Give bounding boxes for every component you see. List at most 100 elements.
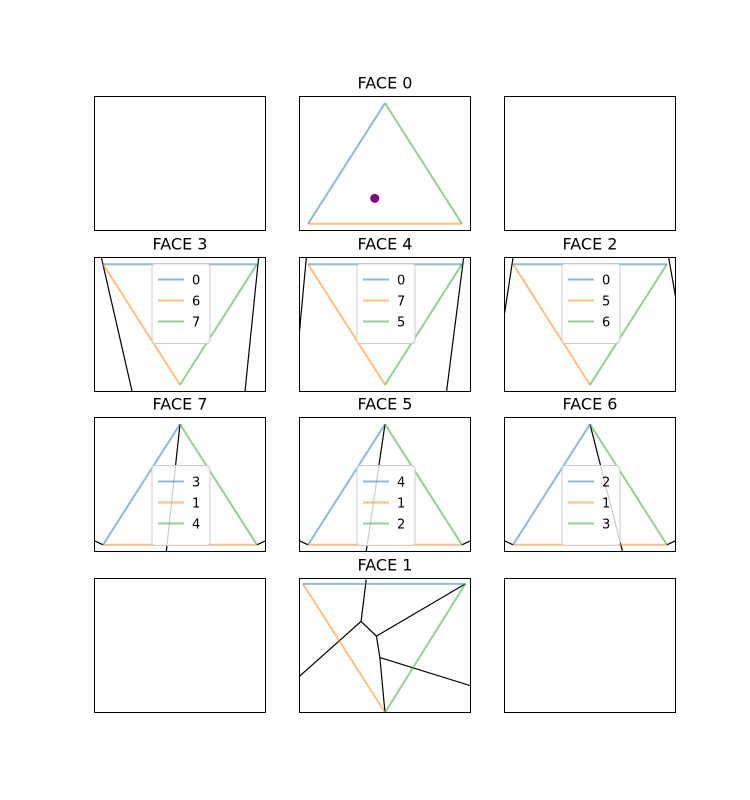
edge-line [100,257,133,392]
legend-label: 2 [397,518,405,533]
legend: 0 6 7 [151,263,211,344]
legend-label: 4 [192,518,200,533]
plot-area: 0 7 5 [299,257,465,392]
legend-box [561,465,621,546]
subplot-0 [94,96,266,231]
axes-frame [299,417,471,552]
series-line-0 [307,423,386,546]
series-line-0 [512,423,591,546]
subplot-title: FACE 6 [563,395,618,414]
series-line-1 [307,263,386,386]
legend-box [356,465,416,546]
legend-label: 7 [397,295,405,310]
edge-line [299,620,362,677]
point-marker [370,193,380,203]
legend-label: 2 [602,476,610,491]
series-line-0 [307,102,386,225]
edge-line [504,257,514,314]
legend: 4 1 2 [356,465,416,546]
legend-label: 7 [192,316,200,331]
edge-line [668,257,676,297]
series-line-1 [302,583,386,713]
axes-frame [299,578,471,713]
legend: 3 1 4 [151,465,211,546]
series-line-2 [384,583,467,713]
legend-box [151,465,211,546]
legend-label: 0 [397,274,405,289]
series-line-0 [102,423,181,546]
axes-frame [94,417,266,552]
plot-area [307,102,463,225]
edge-line [666,540,676,546]
plot-area: 4 1 2 [299,423,471,552]
plot-area: 2 1 3 [504,423,676,552]
edge-line [375,636,381,658]
legend-label: 3 [602,518,610,533]
axes-frame [94,96,266,231]
subplot-10: FACE 1 [299,556,471,713]
subplot-title: FACE 4 [358,235,413,254]
edge-line [461,540,471,546]
legend-box [151,263,211,344]
edge-line [244,257,260,392]
legend-label: 1 [602,497,610,512]
edge-line [360,620,377,637]
legend-label: 0 [192,274,200,289]
legend-box [561,263,621,344]
subplot-title: FACE 7 [153,395,208,414]
legend-label: 6 [602,316,610,331]
edge-line [379,656,471,687]
edge-line [379,657,386,713]
subplot-1: FACE 0 [299,74,471,231]
legend-label: 5 [602,295,610,310]
legend: 0 7 5 [356,263,416,344]
plot-area: 0 6 7 [100,257,260,392]
axes-frame [504,578,676,713]
edge-line [360,579,367,622]
legend-label: 1 [397,497,405,512]
series-line-2 [179,423,258,546]
subplot-5: 0 5 6 FACE 2 [504,235,676,392]
series-line-2 [589,263,668,386]
plot-area: 0 5 6 [504,257,676,386]
axes-frame [299,257,471,392]
axes-frame [94,578,266,713]
edge-line [504,540,514,546]
edge-line [376,583,466,637]
series-line-2 [384,263,463,386]
legend-label: 1 [192,497,200,512]
subplot-3: 0 6 7 FACE 3 [94,235,266,392]
subplot-4: 0 7 5 FACE 4 [299,235,471,392]
legend: 2 1 3 [561,465,621,546]
subplot-7: 4 1 2 FACE 5 [299,395,471,552]
subplot-title: FACE 3 [153,235,208,254]
axes-frame [504,417,676,552]
legend-label: 6 [192,295,200,310]
series-line-1 [512,263,591,386]
edge-line [94,540,104,546]
legend-label: 3 [192,476,200,491]
edge-line [299,257,307,332]
axes-frame [504,257,676,392]
plot-area [299,579,471,713]
axes-frame [504,96,676,231]
series-line-2 [384,423,463,546]
subplot-2 [504,96,676,231]
series-line-2 [179,263,258,386]
subplot-title: FACE 5 [358,395,413,414]
subplot-11 [504,578,676,713]
edge-line [445,257,465,392]
subplot-9 [94,578,266,713]
subplot-title: FACE 1 [358,556,413,575]
legend: 0 5 6 [561,263,621,344]
legend-label: 0 [602,274,610,289]
series-line-2 [384,102,463,225]
plot-area: 3 1 4 [94,423,266,552]
legend-label: 4 [397,476,405,491]
subplot-8: 2 1 3 FACE 6 [504,395,676,552]
legend-label: 5 [397,316,405,331]
series-line-2 [589,423,668,546]
subplot-6: 3 1 4 FACE 7 [94,395,266,552]
